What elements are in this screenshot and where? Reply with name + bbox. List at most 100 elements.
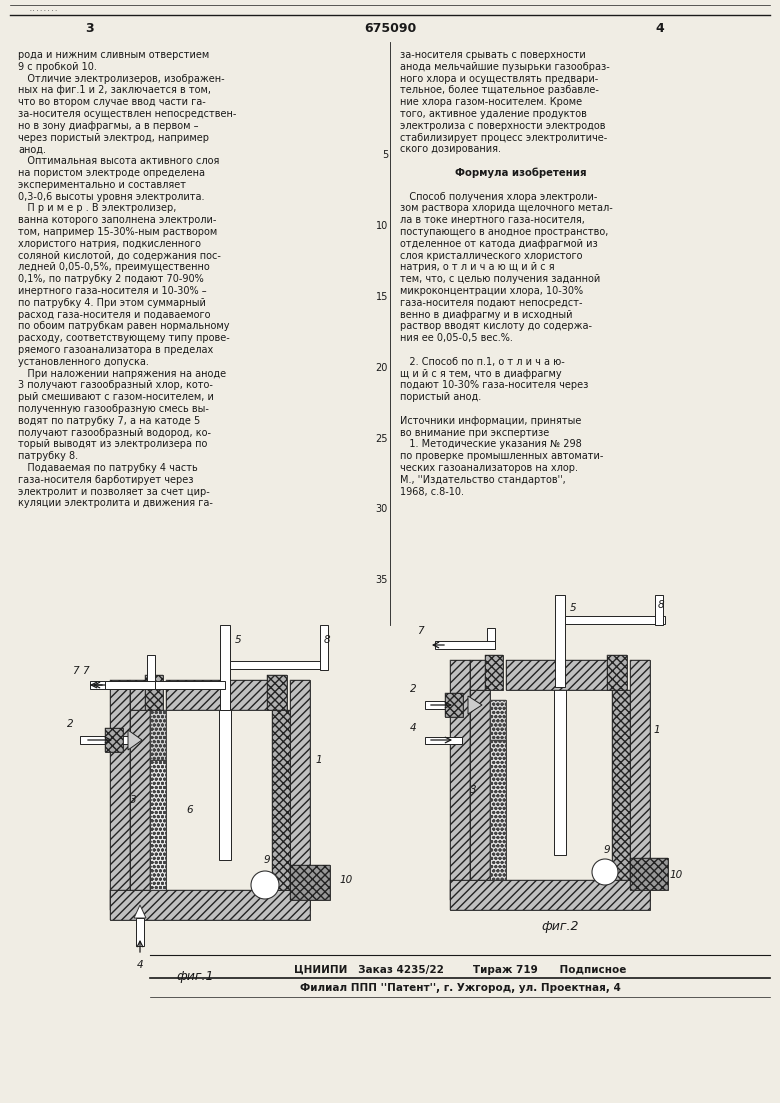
Bar <box>150 710 166 760</box>
Text: натрия, о т л и ч а ю щ и й с я: натрия, о т л и ч а ю щ и й с я <box>400 263 555 272</box>
Text: ных на фиг.1 и 2, заключается в том,: ных на фиг.1 и 2, заключается в том, <box>18 85 211 95</box>
Bar <box>105 728 123 752</box>
Text: что во втором случае ввод части га-: что во втором случае ввод части га- <box>18 97 206 107</box>
Text: Источники информации, принятые: Источники информации, принятые <box>400 416 581 426</box>
Bar <box>450 880 650 910</box>
Text: соляной кислотой, до содержания пос-: соляной кислотой, до содержания пос- <box>18 250 221 260</box>
Text: получают газообразный водород, ко-: получают газообразный водород, ко- <box>18 428 211 438</box>
Text: по обоим патрубкам равен нормальному: по обоим патрубкам равен нормальному <box>18 321 229 331</box>
Bar <box>470 660 490 690</box>
Text: по проверке промышленных автомати-: по проверке промышленных автомати- <box>400 451 604 461</box>
Text: ванна которого заполнена электроли-: ванна которого заполнена электроли- <box>18 215 216 225</box>
Text: 10: 10 <box>376 221 388 232</box>
Text: расходу, соответствующему типу прове-: расходу, соответствующему типу прове- <box>18 333 230 343</box>
Text: фиг.1: фиг.1 <box>176 970 214 983</box>
Text: 2: 2 <box>66 719 73 729</box>
Text: рода и нижним сливным отверстием: рода и нижним сливным отверстием <box>18 50 209 60</box>
Text: торый выводят из электролизера по: торый выводят из электролизера по <box>18 439 207 449</box>
Text: фиг.2: фиг.2 <box>541 920 579 933</box>
Text: стабилизирует процесс электролитиче-: стабилизирует процесс электролитиче- <box>400 132 608 142</box>
Text: 5: 5 <box>235 635 242 645</box>
Text: раствор вводят кислоту до содержа-: раствор вводят кислоту до содержа- <box>400 321 592 331</box>
Bar <box>267 675 287 710</box>
Text: 2. Способ по п.1, о т л и ч а ю-: 2. Способ по п.1, о т л и ч а ю- <box>400 356 565 367</box>
Text: 2: 2 <box>410 684 417 694</box>
Bar <box>630 858 668 890</box>
Bar <box>425 737 462 745</box>
Bar <box>290 681 310 910</box>
Polygon shape <box>468 696 482 714</box>
Text: через пористый электрод, например: через пористый электрод, например <box>18 132 209 142</box>
Text: 15: 15 <box>376 292 388 302</box>
Text: Филиал ППП ''Патент'', г. Ужгород, ул. Проектная, 4: Филиал ППП ''Патент'', г. Ужгород, ул. П… <box>300 983 620 993</box>
Text: ........: ........ <box>28 7 58 12</box>
Bar <box>485 655 503 690</box>
Text: тем, что, с целью получения заданной: тем, что, с целью получения заданной <box>400 275 601 285</box>
Text: за-носителя осуществлен непосредствен-: за-носителя осуществлен непосредствен- <box>18 109 236 119</box>
Text: того, активное удаление продуктов: того, активное удаление продуктов <box>400 109 587 119</box>
Text: рый смешивают с газом-носителем, и: рый смешивают с газом-носителем, и <box>18 393 214 403</box>
Text: 10: 10 <box>340 875 353 885</box>
Text: 3: 3 <box>129 795 136 805</box>
Bar <box>150 760 166 890</box>
Text: 9: 9 <box>604 845 610 855</box>
Bar <box>490 700 506 740</box>
Bar <box>450 660 470 900</box>
Text: Подаваемая по патрубку 4 часть: Подаваемая по патрубку 4 часть <box>18 463 198 473</box>
Bar <box>90 681 225 689</box>
Text: щ и й с я тем, что в диафрагму: щ и й с я тем, что в диафрагму <box>400 368 562 378</box>
Text: 9 с пробкой 10.: 9 с пробкой 10. <box>18 62 97 72</box>
Text: хлористого натрия, подкисленного: хлористого натрия, подкисленного <box>18 239 201 249</box>
Text: 5: 5 <box>381 150 388 160</box>
Bar <box>290 865 330 900</box>
Bar <box>630 660 650 900</box>
Text: 4: 4 <box>410 722 417 733</box>
Bar <box>145 675 163 710</box>
Bar <box>147 655 155 689</box>
Bar <box>630 660 650 900</box>
Text: 7: 7 <box>417 627 424 636</box>
Bar <box>554 681 566 855</box>
Text: 3 получают газообразный хлор, кото-: 3 получают газообразный хлор, кото- <box>18 381 213 390</box>
Text: ла в токе инертного газа-носителя,: ла в токе инертного газа-носителя, <box>400 215 585 225</box>
Text: ния ее 0,05-0,5 вес.%.: ния ее 0,05-0,5 вес.%. <box>400 333 513 343</box>
Bar <box>272 710 290 890</box>
Text: ческих газоанализаторов на хлор.: ческих газоанализаторов на хлор. <box>400 463 578 473</box>
Bar <box>655 595 663 625</box>
Text: анод.: анод. <box>18 144 46 154</box>
Text: экспериментально и составляет: экспериментально и составляет <box>18 180 186 190</box>
Text: анода мельчайшие пузырьки газообраз-: анода мельчайшие пузырьки газообраз- <box>400 62 610 72</box>
Text: 4: 4 <box>136 960 144 970</box>
Text: ного хлора и осуществлять предвари-: ного хлора и осуществлять предвари- <box>400 74 598 84</box>
Text: Оптимальная высота активного слоя: Оптимальная высота активного слоя <box>18 157 219 167</box>
Bar <box>130 710 150 890</box>
Text: Способ получения хлора электроли-: Способ получения хлора электроли- <box>400 192 597 202</box>
Text: отделенное от катода диафрагмой из: отделенное от катода диафрагмой из <box>400 239 597 249</box>
Bar <box>607 655 627 690</box>
Bar <box>485 655 503 690</box>
Bar <box>607 655 627 690</box>
Bar <box>110 890 310 920</box>
Bar <box>506 660 612 690</box>
Text: Отличие электролизеров, изображен-: Отличие электролизеров, изображен- <box>18 74 225 84</box>
Text: 5: 5 <box>570 603 576 613</box>
Text: 7: 7 <box>72 666 78 676</box>
Text: 3: 3 <box>86 22 94 35</box>
Text: электролиза с поверхности электродов: электролиза с поверхности электродов <box>400 121 605 131</box>
Bar <box>110 890 310 920</box>
Text: тельное, более тщательное разбавле-: тельное, более тщательное разбавле- <box>400 85 599 95</box>
Text: поступающего в анодное пространство,: поступающего в анодное пространство, <box>400 227 608 237</box>
Text: водят по патрубку 7, а на катоде 5: водят по патрубку 7, а на катоде 5 <box>18 416 200 426</box>
Bar <box>272 710 290 890</box>
Text: 7: 7 <box>82 666 88 676</box>
Text: 4: 4 <box>656 22 665 35</box>
Text: ского дозирования.: ского дозирования. <box>400 144 501 154</box>
Text: патрубку 8.: патрубку 8. <box>18 451 78 461</box>
Bar <box>490 740 506 880</box>
Text: 30: 30 <box>376 504 388 514</box>
Bar <box>425 702 462 709</box>
Text: подают 10-30% газа-носителя через: подают 10-30% газа-носителя через <box>400 381 588 390</box>
Bar <box>612 690 630 880</box>
Bar <box>130 681 150 710</box>
Bar <box>470 690 490 880</box>
